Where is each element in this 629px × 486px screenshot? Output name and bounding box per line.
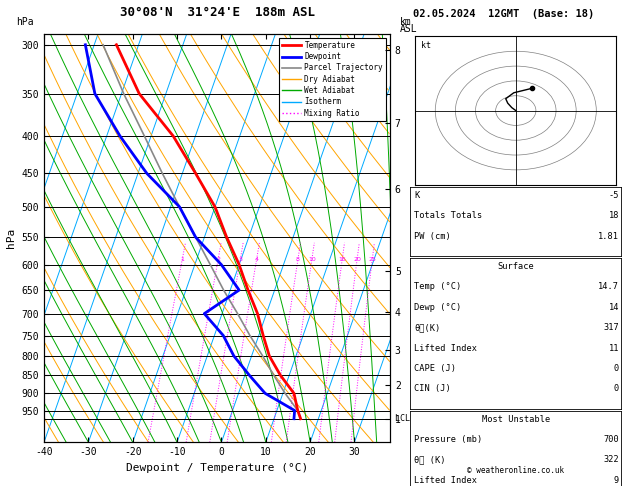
Text: 16: 16 xyxy=(338,257,346,262)
Text: hPa: hPa xyxy=(16,17,33,27)
Text: Surface: Surface xyxy=(498,262,534,271)
Text: 8: 8 xyxy=(296,257,300,262)
Text: Lifted Index: Lifted Index xyxy=(414,344,477,353)
Text: Dewp (°C): Dewp (°C) xyxy=(414,303,461,312)
Text: 30°08'N  31°24'E  188m ASL: 30°08'N 31°24'E 188m ASL xyxy=(120,6,314,19)
Text: 18: 18 xyxy=(608,211,619,221)
Text: 14.7: 14.7 xyxy=(598,282,619,292)
Text: ASL: ASL xyxy=(399,24,417,34)
Text: θᴇ(K): θᴇ(K) xyxy=(414,323,440,332)
Text: 0: 0 xyxy=(614,364,619,373)
Text: K: K xyxy=(414,191,419,200)
Text: 1: 1 xyxy=(181,257,184,262)
Text: 11: 11 xyxy=(608,344,619,353)
Text: Temp (°C): Temp (°C) xyxy=(414,282,461,292)
Text: © weatheronline.co.uk: © weatheronline.co.uk xyxy=(467,466,564,475)
Text: kt: kt xyxy=(421,41,431,51)
Legend: Temperature, Dewpoint, Parcel Trajectory, Dry Adiabat, Wet Adiabat, Isotherm, Mi: Temperature, Dewpoint, Parcel Trajectory… xyxy=(279,38,386,121)
Text: km: km xyxy=(399,17,411,27)
Text: 25: 25 xyxy=(369,257,376,262)
Text: 1.81: 1.81 xyxy=(598,232,619,241)
Text: CAPE (J): CAPE (J) xyxy=(414,364,456,373)
Text: 322: 322 xyxy=(603,455,619,465)
Text: 9: 9 xyxy=(614,476,619,485)
Text: Lifted Index: Lifted Index xyxy=(414,476,477,485)
Text: -5: -5 xyxy=(608,191,619,200)
Text: 4: 4 xyxy=(255,257,259,262)
Text: PW (cm): PW (cm) xyxy=(414,232,450,241)
Text: θᴇ (K): θᴇ (K) xyxy=(414,455,445,465)
Text: CIN (J): CIN (J) xyxy=(414,384,450,394)
Text: 317: 317 xyxy=(603,323,619,332)
Text: 14: 14 xyxy=(608,303,619,312)
Text: Totals Totals: Totals Totals xyxy=(414,211,482,221)
Text: 3: 3 xyxy=(238,257,242,262)
Text: 02.05.2024  12GMT  (Base: 18): 02.05.2024 12GMT (Base: 18) xyxy=(413,9,594,19)
Y-axis label: hPa: hPa xyxy=(6,228,16,248)
Text: 10: 10 xyxy=(308,257,316,262)
Text: 700: 700 xyxy=(603,435,619,444)
Text: 20: 20 xyxy=(353,257,361,262)
X-axis label: Dewpoint / Temperature (°C): Dewpoint / Temperature (°C) xyxy=(126,463,308,473)
Text: Most Unstable: Most Unstable xyxy=(482,415,550,424)
Text: 0: 0 xyxy=(614,384,619,394)
Text: LCL: LCL xyxy=(390,414,410,423)
Text: Pressure (mb): Pressure (mb) xyxy=(414,435,482,444)
Text: 2: 2 xyxy=(216,257,220,262)
